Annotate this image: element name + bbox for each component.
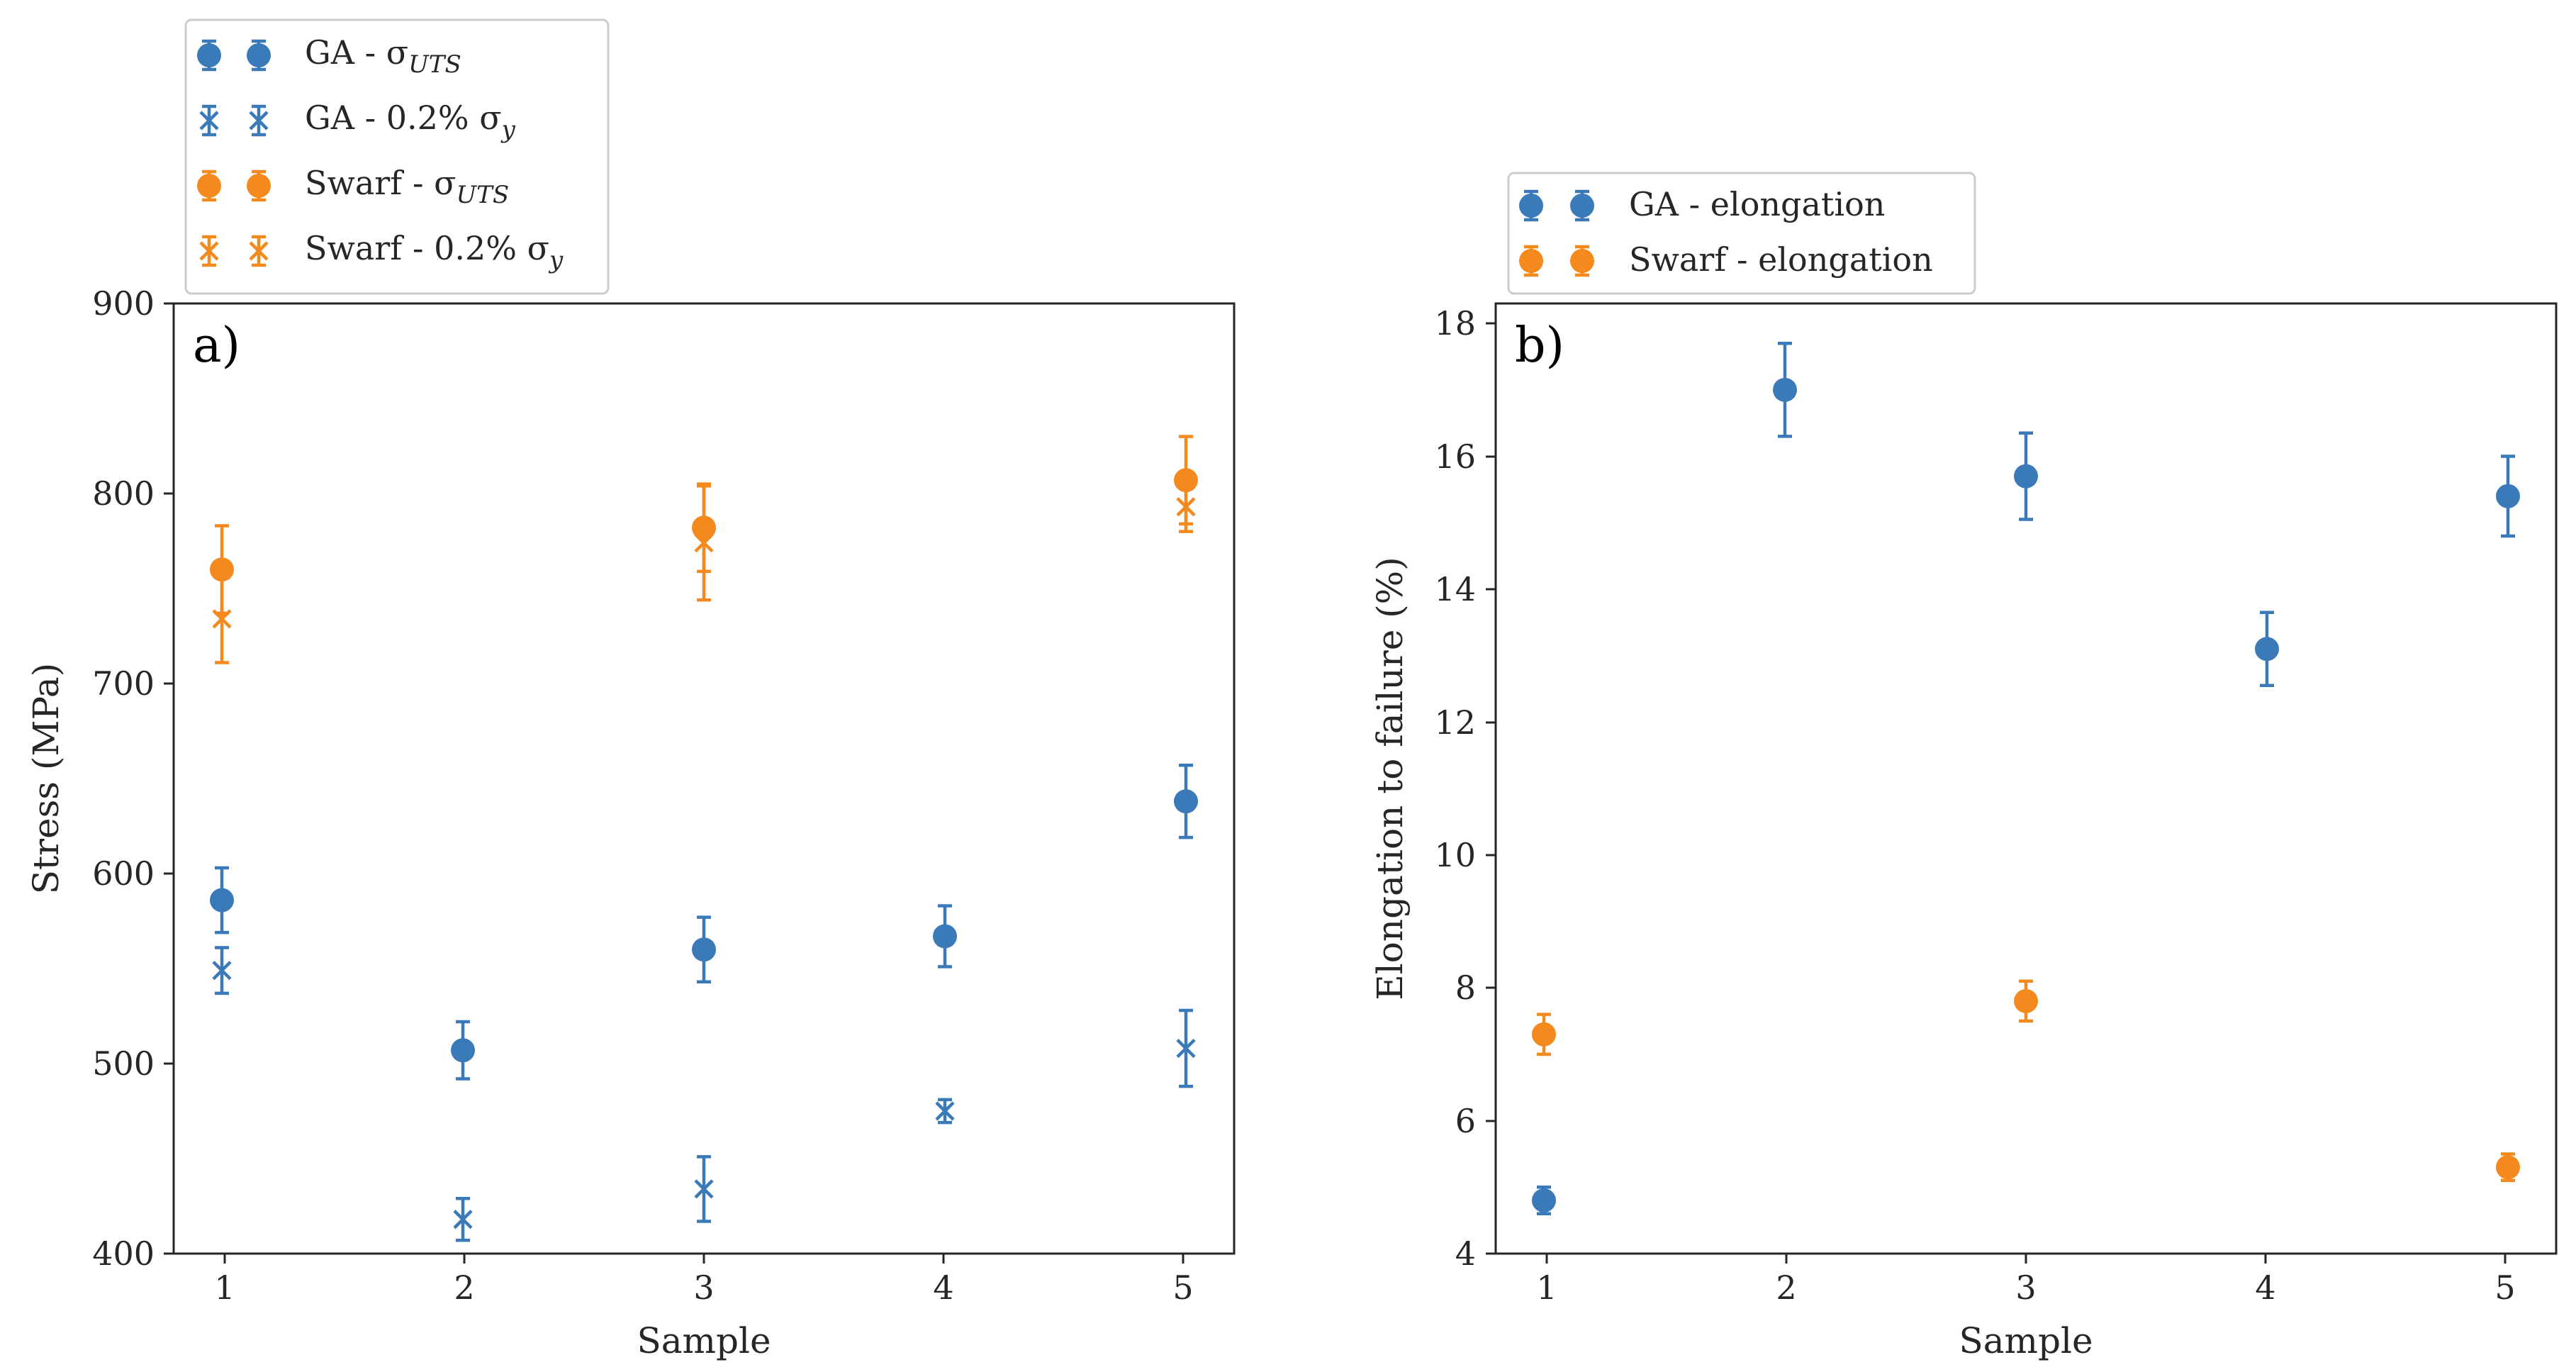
- legend-marker-circle: [247, 174, 271, 198]
- legend-marker-circle: [1570, 249, 1594, 273]
- data-point-circle: [933, 924, 957, 949]
- data-point-circle: [1174, 789, 1198, 814]
- stress-legend-label: Swarf - 0.2% σy: [305, 229, 564, 274]
- elongation-legend-markers: [1519, 189, 1594, 277]
- data-point-x: [694, 533, 714, 553]
- elongation-panel-label: b): [1515, 318, 1564, 374]
- elongation-x-tick-label: 3: [2015, 1268, 2036, 1307]
- elongation-y-tick-label: 6: [1455, 1102, 1476, 1140]
- stress-legend-label: Swarf - σUTS: [305, 164, 509, 209]
- data-point-x-stroke: [212, 961, 232, 981]
- stress-x-axis: 1 2 3 4 5: [214, 1254, 1194, 1307]
- stress-x-tick-label: 2: [454, 1268, 474, 1307]
- legend-marker-x-stroke: [249, 241, 269, 261]
- stress-y-axis-title: Stress (MPa): [26, 663, 67, 894]
- elongation-x-axis: 1 2 3 4 5: [1536, 1254, 2516, 1307]
- data-point-circle: [692, 937, 716, 962]
- stress-x-tick-label: 3: [693, 1268, 714, 1307]
- data-point-circle: [1532, 1022, 1556, 1047]
- data-point-x: [1176, 1038, 1196, 1059]
- legend-marker-circle: [1519, 249, 1543, 273]
- elongation-legend-box: [1507, 172, 1976, 295]
- stress-y-tick-label: 400: [92, 1234, 155, 1273]
- data-point-circle: [1773, 377, 1797, 402]
- elongation-y-tick-label: 18: [1434, 304, 1476, 342]
- elongation-x-axis-title: Sample: [1959, 1320, 2093, 1361]
- data-point-x: [212, 961, 232, 981]
- stress-legend-box: [184, 18, 610, 295]
- elongation-x-tick-label: 1: [1536, 1268, 1557, 1307]
- elongation-legend-label: GA - elongation: [1629, 185, 1885, 223]
- legend-marker-circle: [197, 174, 221, 198]
- data-point-x-stroke: [212, 609, 232, 629]
- data-point-circle: [210, 888, 234, 913]
- legend-marker-x-stroke: [199, 111, 219, 130]
- data-point-circle: [2496, 484, 2520, 508]
- legend-marker-circle: [247, 43, 271, 67]
- data-point-x: [453, 1210, 473, 1229]
- elongation-y-tick-label: 10: [1434, 836, 1476, 874]
- legend-marker-x: [249, 241, 269, 261]
- elongation-x-tick-label: 2: [1776, 1268, 1796, 1307]
- data-point-x-stroke: [935, 1101, 955, 1121]
- stress-y-tick-label: 800: [92, 474, 155, 513]
- legend-marker-x: [249, 111, 269, 130]
- elongation-x-tick-label: 4: [2255, 1268, 2275, 1307]
- elongation-y-axis-title: Elongation to failure (%): [1370, 557, 1411, 1000]
- data-point-circle: [2255, 637, 2279, 662]
- data-point-x-stroke: [1176, 1038, 1196, 1059]
- stress-plot-frame: [172, 302, 1236, 1255]
- data-point-x-stroke: [694, 1179, 714, 1199]
- data-point-circle: [1532, 1188, 1556, 1213]
- legend-marker-circle: [1519, 194, 1543, 218]
- data-point-x: [935, 1101, 955, 1121]
- elongation-legend-label: Swarf - elongation: [1629, 240, 1933, 279]
- data-point-x-stroke: [453, 1210, 473, 1229]
- legend-marker-x: [199, 111, 219, 130]
- elongation-y-tick-label: 8: [1455, 969, 1476, 1007]
- stress-y-tick-label: 700: [92, 664, 155, 703]
- data-point-circle: [2496, 1155, 2520, 1180]
- legend-marker-circle: [1570, 194, 1594, 218]
- elongation-y-tick-label: 12: [1434, 703, 1476, 742]
- stress-y-tick-label: 900: [92, 284, 155, 323]
- elongation-chart: b) 4 6 8 10 12 14 16 18 1 2: [1370, 172, 2558, 1361]
- data-point-circle: [2014, 464, 2038, 489]
- elongation-data-layer: [1532, 341, 2520, 1216]
- stress-x-tick-label: 1: [214, 1268, 235, 1307]
- legend-marker-x-stroke: [249, 111, 269, 130]
- elongation-y-tick-label: 16: [1434, 437, 1476, 476]
- elongation-y-tick-label: 4: [1455, 1234, 1476, 1273]
- legend-marker-circle: [197, 43, 221, 67]
- stress-panel-label: a): [193, 318, 240, 374]
- stress-x-tick-label: 5: [1172, 1268, 1193, 1307]
- legend-marker-x: [199, 241, 219, 261]
- data-point-circle: [451, 1038, 475, 1063]
- stress-y-axis: 400 500 600 700 800 900: [92, 284, 174, 1273]
- stress-y-tick-label: 500: [92, 1044, 155, 1083]
- stress-legend-label: GA - σUTS: [305, 33, 461, 79]
- data-point-x: [1176, 497, 1196, 517]
- data-point-x: [212, 609, 232, 629]
- legend-marker-x-stroke: [199, 241, 219, 261]
- elongation-legend: GA - elongation Swarf - elongation: [1507, 172, 1976, 295]
- data-point-x-stroke: [694, 533, 714, 553]
- elongation-x-tick-label: 5: [2494, 1268, 2515, 1307]
- stress-x-axis-title: Sample: [637, 1320, 771, 1361]
- stress-chart: a) 400 500 600 700 800 900 1 2 3 4: [26, 18, 1236, 1361]
- stress-x-tick-label: 4: [933, 1268, 953, 1307]
- stress-data-layer: [210, 435, 1198, 1242]
- stress-legend-markers: [197, 39, 271, 267]
- elongation-y-tick-label: 14: [1434, 570, 1476, 608]
- data-point-x: [694, 1179, 714, 1199]
- data-point-x-stroke: [1176, 497, 1196, 517]
- elongation-y-axis: 4 6 8 10 12 14 16 18: [1434, 304, 1496, 1273]
- stress-legend-label: GA - 0.2% σy: [305, 99, 516, 144]
- stress-y-tick-label: 600: [92, 854, 155, 893]
- stress-legend: GA - σUTS GA - 0.2% σy Swarf - σUTS Swar…: [184, 18, 610, 295]
- data-point-circle: [1174, 468, 1198, 493]
- data-point-circle: [2014, 988, 2038, 1013]
